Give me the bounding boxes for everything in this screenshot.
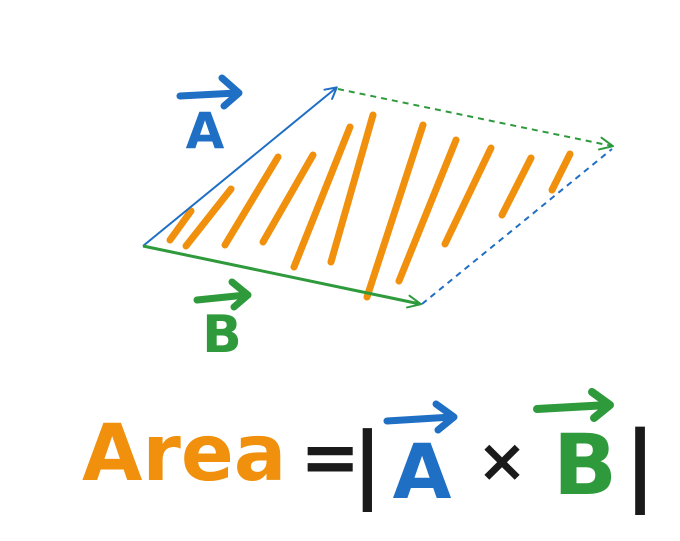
shading-stroke [221, 153, 282, 249]
formula-vector-b: B [553, 416, 617, 514]
vector-a-label: A [176, 74, 243, 160]
right-arrow-icon [383, 400, 458, 434]
shading-stroke [395, 136, 460, 285]
vector-a-letter: A [186, 102, 225, 160]
area-formula: Area = | A × B | [82, 388, 656, 516]
vector-b-letter: B [202, 305, 242, 365]
shading-stroke [290, 123, 354, 271]
formula-area-word: Area [82, 409, 286, 499]
right-arrow-icon [193, 278, 252, 311]
shading-stroke [182, 185, 235, 250]
vector-a-translated-arrow [421, 148, 613, 305]
shading-stroke [166, 207, 195, 244]
shading-stroke [327, 111, 377, 266]
formula-abs-right: | [624, 412, 656, 516]
vector-b-translated-arrow [337, 88, 614, 151]
vector-a-arrow [142, 86, 338, 247]
shading-stroke [441, 144, 495, 248]
shading-stroke [259, 151, 317, 246]
right-arrow-icon [533, 388, 614, 422]
formula-equals: = [300, 415, 360, 499]
shading-stroke [498, 154, 535, 219]
area-shading [166, 111, 574, 301]
shading-stroke [363, 121, 427, 301]
vector-b-label: B [193, 278, 252, 365]
formula-times: × [477, 426, 527, 496]
right-arrow-icon [176, 74, 243, 110]
vector-b-arrow [142, 244, 422, 309]
formula-vector-a: A [393, 427, 452, 516]
shading-stroke [548, 150, 574, 194]
formula-abs-left: | [352, 414, 383, 512]
